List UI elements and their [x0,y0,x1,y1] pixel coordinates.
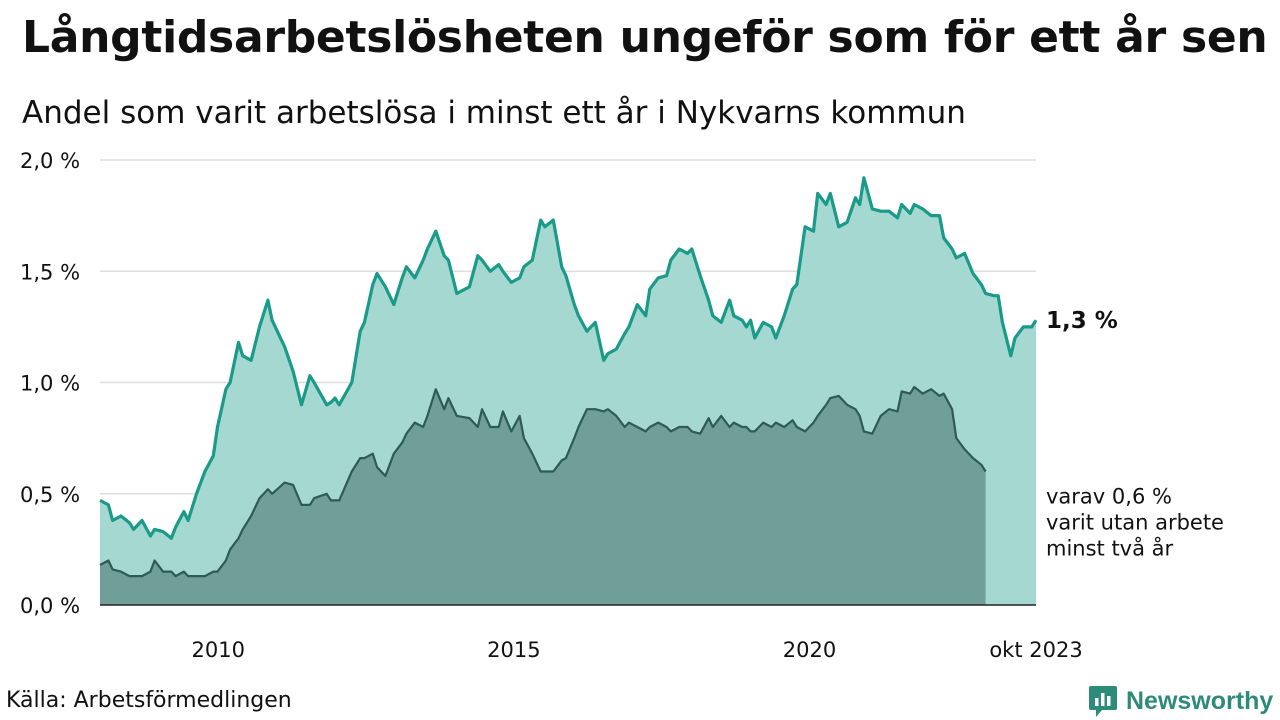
x-tick-label: okt 2023 [989,638,1082,662]
chart-subtitle: Andel som varit arbetslösa i minst ett å… [22,95,966,131]
y-tick-label: 0,0 % [20,594,80,618]
series-2-line [99,385,987,578]
y-tick-label: 2,0 % [20,149,80,173]
brand-name: Newsworthy [1126,686,1274,715]
source-note: Källa: Arbetsförmedlingen [6,688,292,713]
series-2-end-label: varit utan arbete [1046,511,1224,535]
series-1-end-label: 1,3 % [1046,308,1118,334]
series-2-end-label: minst två år [1046,536,1174,561]
y-tick-label: 1,5 % [20,260,80,284]
bar-chart-icon [1089,686,1117,717]
x-tick-label: 2015 [487,638,540,662]
area-layer [99,176,1038,606]
y-tick-label: 1,0 % [20,372,80,396]
y-tick-label: 0,5 % [20,483,80,507]
x-tick-label: 2010 [192,638,245,662]
axis-layer: 0,0 % 0,5 % 1,0 % 1,5 % 2,0 % 2010 2015 2020 okt… [20,149,1083,662]
x-tick-label: 2020 [783,638,836,662]
series-2-end-label: varav 0,6 % [1046,485,1172,509]
chart-title: Långtidsarbetslösheten ungeför som för e… [22,12,1268,63]
newsworthy-logo: Newsworthy [1088,684,1273,718]
series-1-line [99,176,1038,540]
series-2-area [100,387,986,605]
